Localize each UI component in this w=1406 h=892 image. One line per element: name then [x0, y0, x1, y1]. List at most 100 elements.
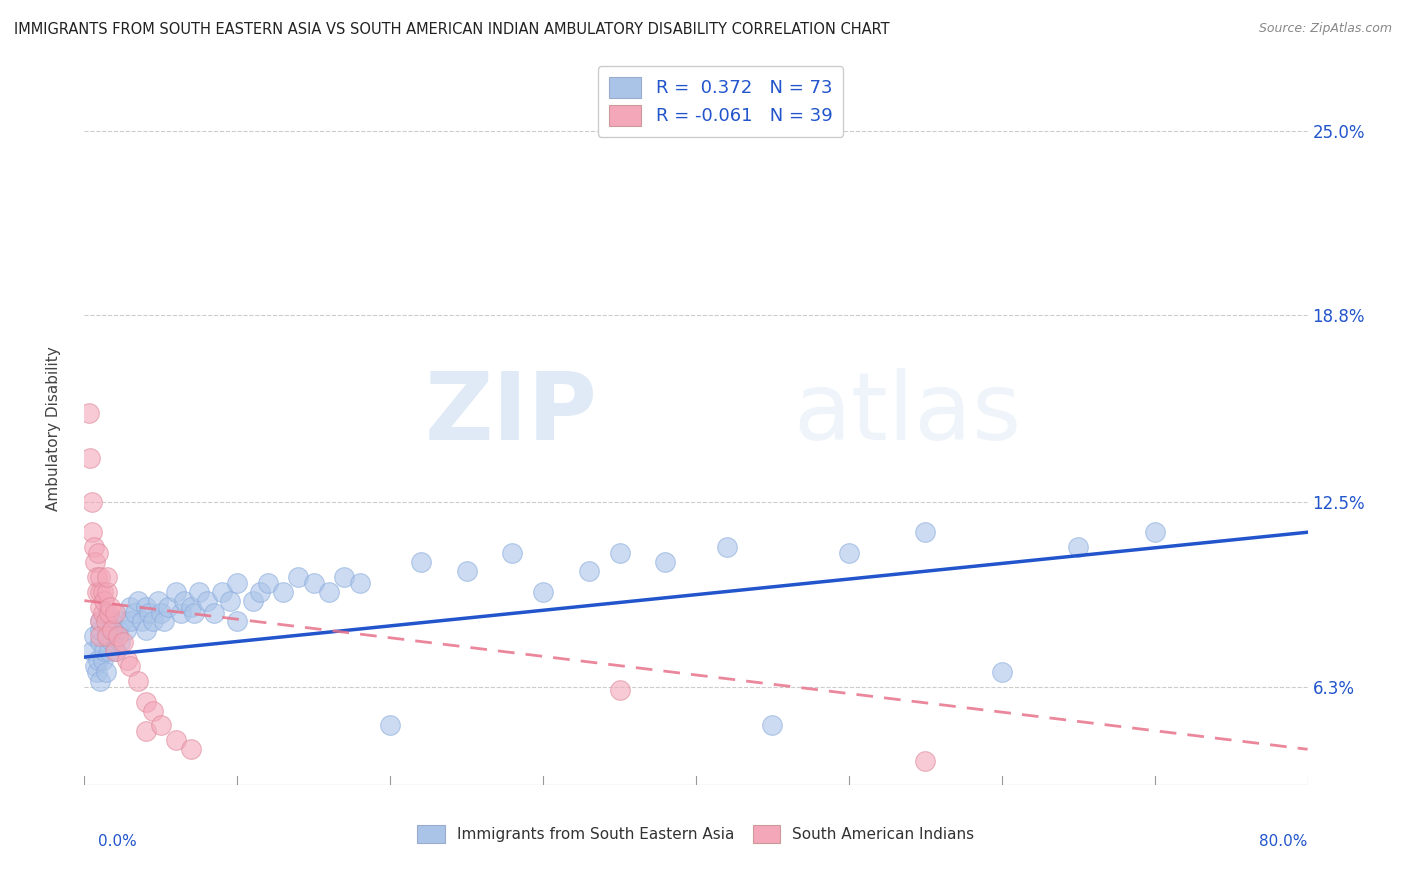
Point [124, 606, 146, 620]
Point [609, 682, 631, 697]
Point [120, 615, 142, 629]
Point [456, 564, 478, 578]
Point [91, 653, 114, 667]
Point [380, 718, 402, 732]
Point [183, 606, 205, 620]
Point [104, 644, 127, 658]
Point [93, 593, 115, 607]
Point [838, 546, 860, 560]
Point [107, 624, 129, 638]
Point [101, 635, 124, 649]
Point [249, 584, 271, 599]
Point [89, 599, 111, 614]
Point [89, 615, 111, 629]
Point [94, 615, 117, 629]
Point [84, 555, 107, 569]
Point [157, 599, 180, 614]
Text: IMMIGRANTS FROM SOUTH EASTERN ASIA VS SOUTH AMERICAN INDIAN AMBULATORY DISABILIT: IMMIGRANTS FROM SOUTH EASTERN ASIA VS SO… [14, 22, 890, 37]
Point [96, 570, 118, 584]
Point [242, 593, 264, 607]
Point [89, 635, 111, 649]
Point [97, 606, 120, 620]
Point [149, 606, 172, 620]
Point [165, 584, 187, 599]
Point [271, 584, 294, 599]
Point [104, 606, 127, 620]
Point [226, 575, 249, 590]
Point [80, 495, 103, 509]
Point [502, 546, 524, 560]
Point [180, 599, 202, 614]
Point [98, 624, 121, 638]
Point [120, 659, 142, 673]
Text: atlas: atlas [794, 368, 1022, 460]
Point [318, 584, 340, 599]
Point [135, 724, 157, 739]
Point [180, 742, 202, 756]
Point [84, 659, 107, 673]
Point [218, 593, 240, 607]
Point [93, 644, 115, 658]
Point [170, 606, 193, 620]
Point [149, 718, 172, 732]
Text: 0.0%: 0.0% [98, 834, 138, 849]
Point [89, 615, 111, 629]
Text: ZIP: ZIP [425, 368, 598, 460]
Point [97, 644, 120, 658]
Point [89, 624, 111, 638]
Point [89, 570, 111, 584]
Point [138, 606, 160, 620]
Point [287, 570, 309, 584]
Point [135, 624, 157, 638]
Point [302, 575, 325, 590]
Point [991, 665, 1014, 679]
Point [761, 718, 783, 732]
Point [333, 570, 356, 584]
Point [89, 629, 111, 643]
Point [77, 406, 100, 420]
Point [105, 644, 128, 658]
Point [103, 615, 125, 629]
Point [120, 599, 142, 614]
Point [135, 695, 157, 709]
Point [83, 540, 105, 554]
Text: 80.0%: 80.0% [1260, 834, 1308, 849]
Point [91, 584, 114, 599]
Point [173, 593, 195, 607]
Point [349, 575, 371, 590]
Point [80, 525, 103, 540]
Point [96, 584, 118, 599]
Legend: Immigrants from South Eastern Asia, South American Indians: Immigrants from South Eastern Asia, Sout… [411, 819, 981, 848]
Point [79, 450, 101, 465]
Point [83, 629, 105, 643]
Point [127, 673, 149, 688]
Point [108, 635, 131, 649]
Point [86, 584, 108, 599]
Point [111, 615, 134, 629]
Point [107, 629, 129, 643]
Point [135, 599, 157, 614]
Point [609, 546, 631, 560]
Point [131, 615, 153, 629]
Point [195, 593, 218, 607]
Point [188, 584, 211, 599]
Point [202, 606, 225, 620]
Point [142, 704, 165, 718]
Point [127, 593, 149, 607]
Point [1067, 540, 1090, 554]
Point [409, 555, 432, 569]
Point [257, 575, 280, 590]
Point [98, 599, 121, 614]
Text: Ambulatory Disability: Ambulatory Disability [46, 346, 62, 510]
Point [96, 629, 118, 643]
Point [654, 555, 676, 569]
Point [111, 635, 134, 649]
Point [211, 584, 233, 599]
Point [87, 653, 110, 667]
Point [578, 564, 600, 578]
Point [94, 665, 117, 679]
Point [96, 606, 118, 620]
Point [114, 624, 136, 638]
Point [104, 629, 127, 643]
Point [226, 615, 249, 629]
